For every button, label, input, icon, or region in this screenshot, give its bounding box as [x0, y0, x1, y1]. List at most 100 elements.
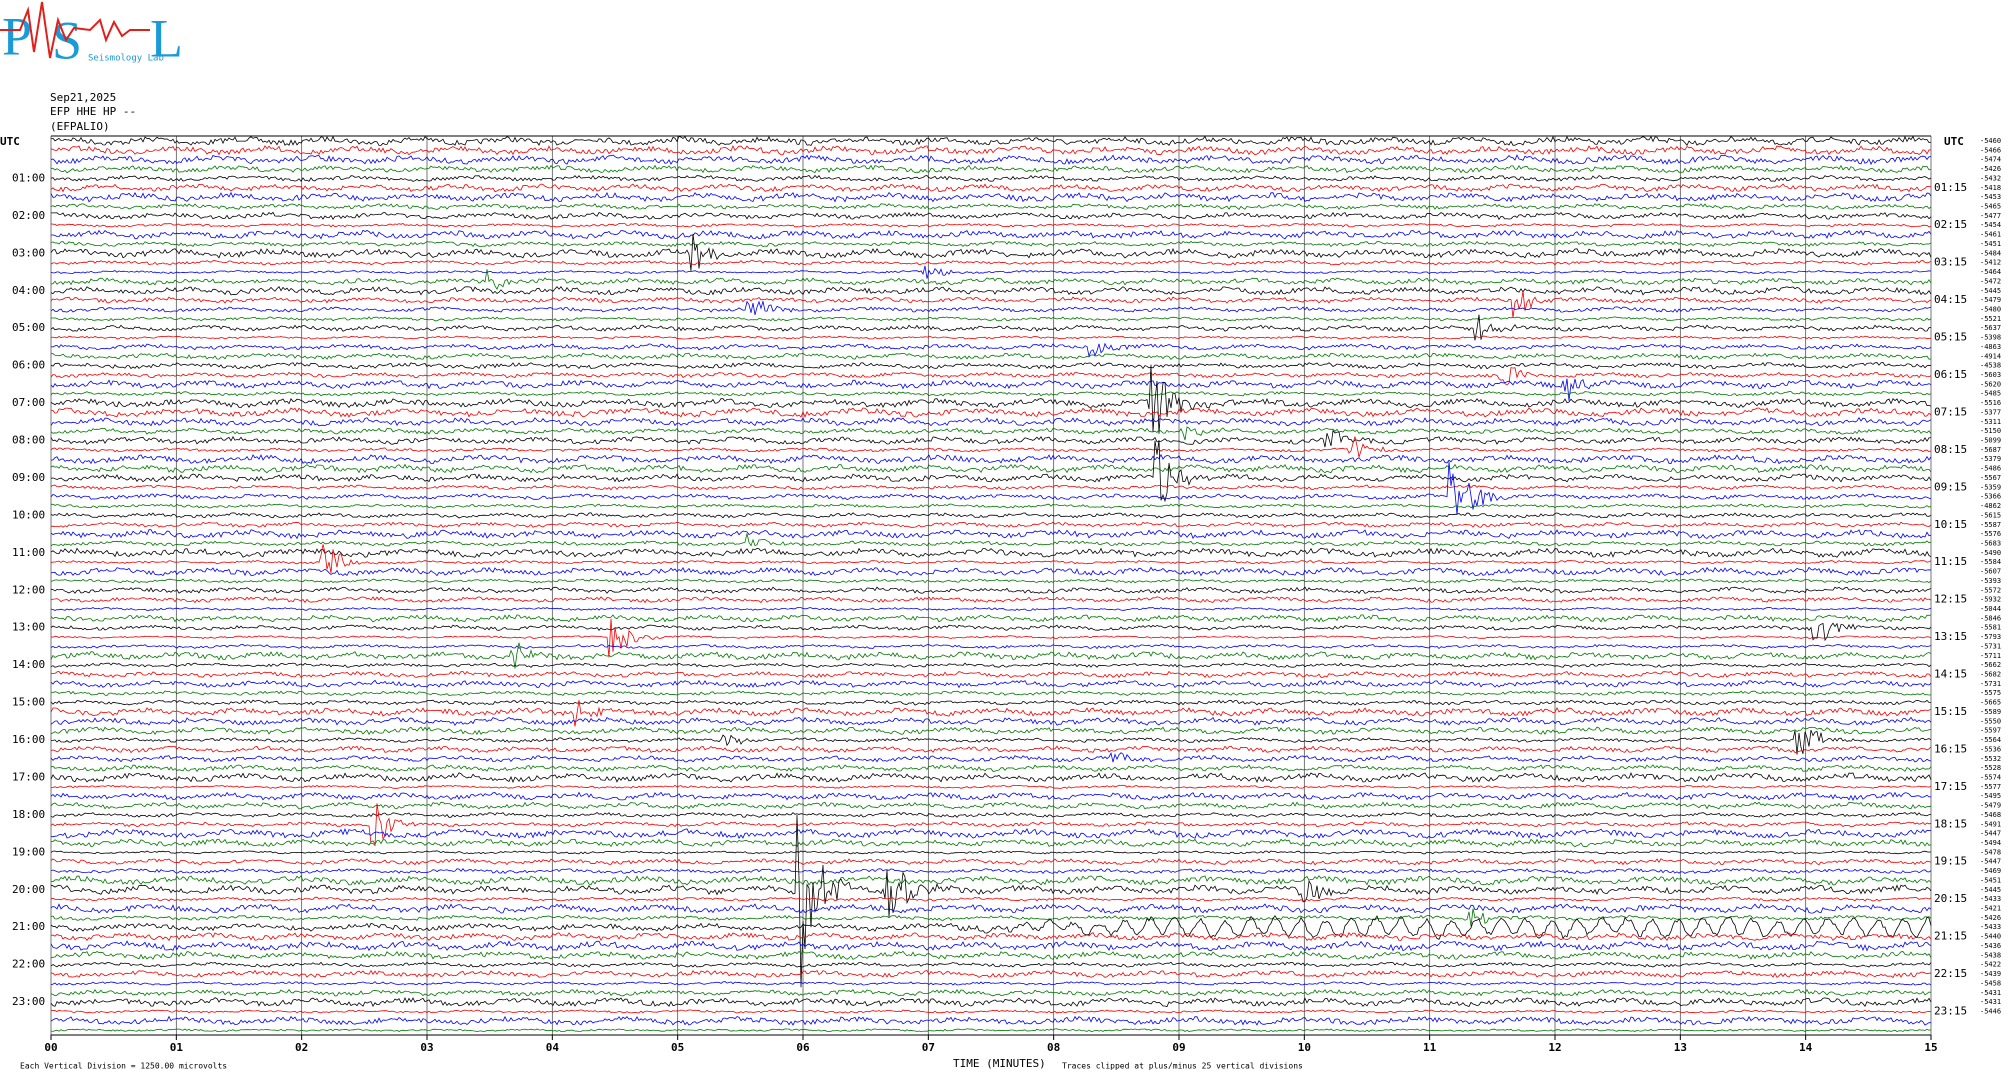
trace [50, 814, 1932, 988]
date: Sep21,2025 [50, 91, 116, 104]
trace [50, 145, 1932, 156]
trace-offset: -5474 [1980, 156, 2001, 164]
trace [50, 426, 1932, 441]
logo-wave [0, 1, 150, 59]
trace [50, 726, 1932, 736]
trace [50, 690, 1932, 697]
left-hour-label: 06:00 [12, 359, 45, 372]
trace [50, 729, 1932, 755]
x-tick-label: 12 [1548, 1041, 1561, 1054]
trace-offset: -5572 [1980, 586, 2001, 594]
trace-offset: -5597 [1980, 727, 2001, 735]
trace [50, 679, 1932, 689]
trace [50, 618, 1932, 658]
trace-offset: -5421 [1980, 905, 2001, 913]
footer-clip: Traces clipped at plus/minus 25 vertical… [1062, 1062, 1303, 1071]
trace-offset: -5478 [1980, 848, 2001, 856]
left-hour-label: 12:00 [12, 583, 45, 596]
trace [50, 827, 1932, 840]
right-hour-label: 05:15 [1934, 331, 1967, 344]
trace [51, 784, 1932, 789]
trace-offset: -5536 [1980, 745, 2001, 753]
trace-offset: -5587 [1980, 521, 2001, 529]
trace [50, 290, 1932, 318]
trace-offset: -5366 [1980, 493, 2001, 501]
x-tick-label: 00 [44, 1041, 57, 1054]
right-hour-label: 02:15 [1934, 218, 1967, 231]
trace-offset: -5687 [1980, 446, 2001, 454]
trace-offset: -4862 [1980, 502, 2001, 510]
trace-offset: -5683 [1980, 539, 2001, 547]
trace-offset: -5431 [1980, 998, 2001, 1006]
trace [50, 791, 1932, 801]
trace [50, 903, 1932, 914]
trace [50, 662, 1932, 668]
trace-offset: -5464 [1980, 268, 2001, 276]
trace [50, 164, 1932, 174]
trace-offset: -5793 [1980, 633, 2001, 641]
right-hour-label: 15:15 [1934, 705, 1967, 718]
trace-offset: -5495 [1980, 792, 2001, 800]
trace [50, 203, 1932, 210]
trace [50, 533, 1932, 547]
trace-offset: -5446 [1980, 1007, 2001, 1015]
trace [50, 229, 1932, 240]
trace [50, 868, 1932, 875]
right-hour-label: 16:15 [1934, 742, 1967, 755]
trace-offset: -5447 [1980, 830, 2001, 838]
trace [50, 950, 1932, 960]
logo: P S L Seismology Lab [0, 1, 183, 70]
trace-offset: -5477 [1980, 212, 2001, 220]
right-hour-label: 12:15 [1934, 593, 1967, 606]
trace-offset: -5359 [1980, 483, 2001, 491]
right-hour-label: 14:15 [1934, 668, 1967, 681]
trace [50, 961, 1932, 968]
trace [50, 700, 1932, 727]
trace-offset: -5433 [1980, 895, 2001, 903]
trace-offset: -5468 [1980, 811, 2001, 819]
trace-offset: -5377 [1980, 408, 2001, 416]
trace-offset: -5637 [1980, 324, 2001, 332]
trace-offset: -5486 [1980, 465, 2001, 473]
trace [50, 578, 1932, 584]
left-hour-label: 21:00 [12, 920, 45, 933]
trace-offset: -5431 [1980, 989, 2001, 997]
trace-offset: -5575 [1980, 689, 2001, 697]
trace [50, 154, 1932, 166]
right-hour-label: 18:15 [1934, 817, 1967, 830]
left-hour-label: 18:00 [12, 808, 45, 821]
trace-offset: -5439 [1980, 970, 2001, 978]
trace-offset: -5461 [1980, 231, 2001, 239]
trace [50, 642, 1932, 669]
trace-offset: -5398 [1980, 334, 2001, 342]
left-hour-label: 13:00 [12, 621, 45, 634]
right-hour-label: 22:15 [1934, 967, 1967, 980]
trace-offset: -5433 [1980, 923, 2001, 931]
trace [50, 314, 1932, 341]
trace [50, 596, 1932, 604]
left-hour-label: 03:00 [12, 246, 45, 259]
left-hour-label: 07:00 [12, 396, 45, 409]
trace-offset: -5460 [1980, 137, 2001, 145]
trace [50, 838, 1932, 848]
trace [50, 378, 1932, 401]
x-tick-label: 04 [546, 1041, 560, 1054]
left-hour-label: 04:00 [12, 284, 45, 297]
trace [50, 969, 1931, 979]
logo-caption: Seismology Lab [88, 54, 164, 64]
x-tick-label: 08 [1047, 1041, 1060, 1054]
x-tick-label: 14 [1799, 1041, 1813, 1054]
trace-offset: -5426 [1980, 914, 2001, 922]
left-hour-label: 17:00 [12, 770, 45, 783]
trace [50, 896, 1932, 902]
trace [51, 503, 1932, 509]
left-hour-label: 08:00 [12, 434, 45, 447]
x-tick-label: 06 [796, 1041, 810, 1054]
right-hour-label: 04:15 [1934, 293, 1967, 306]
trace [50, 286, 1932, 296]
trace-offset: -5480 [1980, 305, 2001, 313]
trace [50, 342, 1932, 358]
x-tick-label: 01 [170, 1041, 184, 1054]
trace [50, 643, 1932, 650]
trace [50, 461, 1932, 515]
